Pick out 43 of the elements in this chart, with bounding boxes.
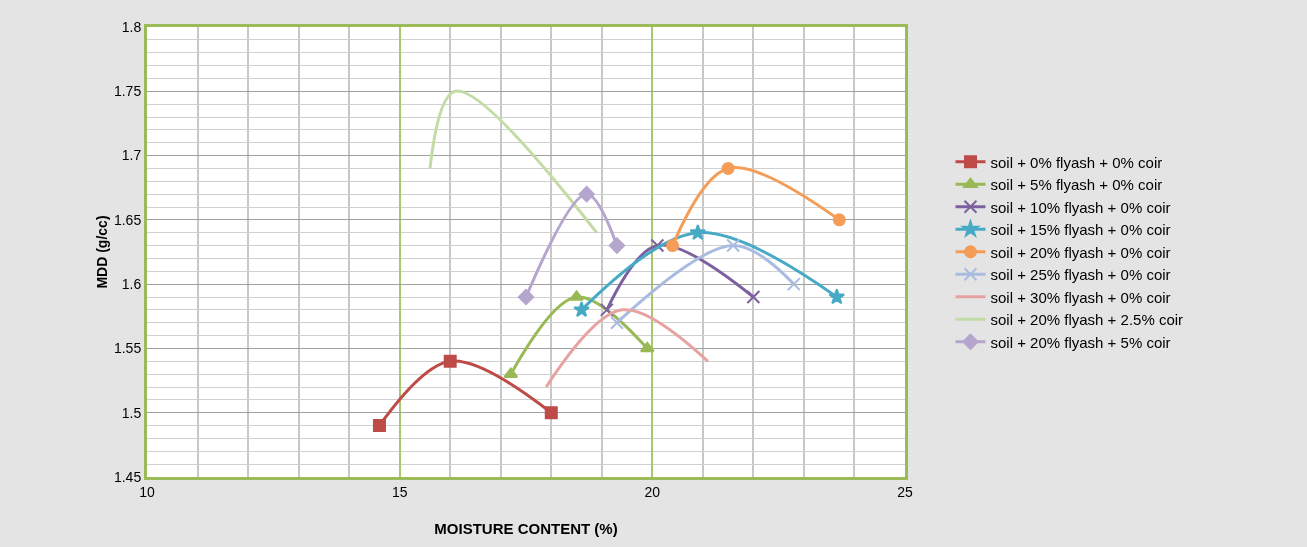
y-tick-label: 1.6 <box>121 276 142 293</box>
point <box>443 354 457 368</box>
point <box>578 185 595 203</box>
legend-label: soil + 10% flyash + 0% coir <box>990 198 1171 216</box>
x-tick-label: 15 <box>391 483 408 500</box>
point <box>544 406 558 420</box>
point <box>721 161 735 175</box>
legend-label: soil + 20% flyash + 5% coir <box>990 333 1171 351</box>
point <box>746 290 761 304</box>
x-axis-title: MOISTURE CONTENT (%) <box>434 520 618 537</box>
legend-label: soil + 15% flyash + 0% coir <box>990 221 1171 239</box>
x-tick-label: 20 <box>644 483 661 500</box>
point <box>689 224 707 240</box>
point <box>372 419 386 433</box>
x-tick-label: 25 <box>897 483 913 500</box>
legend-label: soil + 5% flyash + 0% coir <box>990 176 1163 194</box>
point <box>786 277 801 292</box>
point <box>666 239 680 253</box>
point <box>569 290 584 301</box>
point <box>599 302 614 317</box>
point <box>608 237 626 254</box>
y-tick-label: 1.65 <box>113 211 142 228</box>
point <box>726 238 741 253</box>
point <box>639 341 655 353</box>
point <box>573 301 590 318</box>
point <box>650 238 665 253</box>
y-tick-label: 1.7 <box>121 147 142 164</box>
y-tick-label: 1.45 <box>113 468 142 485</box>
y-axis-title: MDD (g/cc) <box>94 215 110 289</box>
point <box>828 288 846 305</box>
legend-label: soil + 25% flyash + 0% coir <box>990 266 1171 284</box>
legend-label: soil + 20% flyash + 2.5% coir <box>990 311 1184 329</box>
point <box>609 315 624 330</box>
point <box>517 288 535 306</box>
x-tick-label: 10 <box>139 483 155 500</box>
legend-label: soil + 30% flyash + 0% coir <box>990 288 1171 306</box>
y-tick-label: 1.8 <box>121 18 142 35</box>
y-tick-label: 1.5 <box>121 404 142 421</box>
point <box>832 213 846 227</box>
y-tick-label: 1.75 <box>113 83 142 100</box>
legend-label: soil + 20% flyash + 0% coir <box>990 243 1171 261</box>
y-tick-label: 1.55 <box>113 340 142 357</box>
legend-label: soil + 0% flyash + 0% coir <box>990 153 1163 171</box>
